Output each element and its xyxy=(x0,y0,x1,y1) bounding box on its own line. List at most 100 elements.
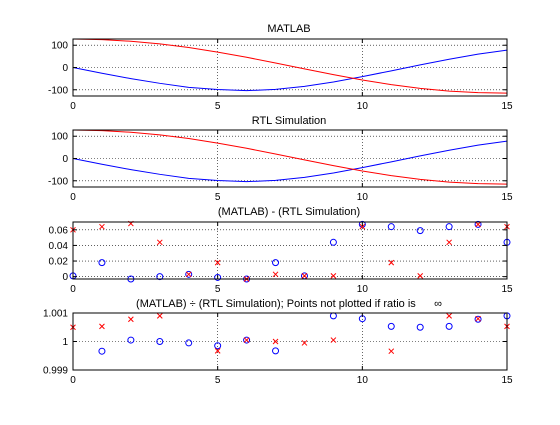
cross-stroke xyxy=(243,337,250,343)
x-tick-label: 0 xyxy=(70,192,76,203)
cross-stroke xyxy=(156,239,163,246)
data-point-cross xyxy=(214,259,221,266)
y-tick-label: 0.06 xyxy=(49,225,69,236)
data-point-cross xyxy=(417,273,424,279)
data-point-circle xyxy=(272,347,280,355)
data-point-circle xyxy=(474,220,482,228)
data-point-circle xyxy=(387,322,395,330)
data-point-cross xyxy=(446,312,452,319)
x-tick-label: 0 xyxy=(70,284,76,295)
chart-title: MATLAB xyxy=(267,23,310,35)
chart-title: RTL Simulation xyxy=(252,115,327,127)
cross-stroke xyxy=(128,316,134,323)
data-point-cross xyxy=(272,271,279,278)
y-tick-label: 0.02 xyxy=(49,257,69,268)
data-point-cross xyxy=(301,273,308,279)
data-point-cross xyxy=(388,259,395,266)
data-point-cross xyxy=(475,315,481,322)
y-tick-label: 0 xyxy=(62,63,68,74)
cross-stroke xyxy=(475,221,481,228)
data-point-circle xyxy=(214,273,222,281)
subplot-4: (MATLAB) ÷ (RTL Simulation); Points not … xyxy=(43,298,513,386)
cross-stroke xyxy=(330,337,337,343)
data-point-cross xyxy=(475,221,481,228)
series-line-1 xyxy=(72,49,508,92)
cross-stroke xyxy=(214,259,221,266)
data-point-circle xyxy=(272,259,280,267)
x-tick-label: 0 xyxy=(70,101,76,112)
data-point-cross xyxy=(99,223,105,230)
cross-stroke xyxy=(475,315,481,322)
data-point-circle xyxy=(98,259,106,267)
data-point-cross xyxy=(214,348,221,354)
data-point-cross xyxy=(185,271,192,278)
series-line-2 xyxy=(72,38,508,94)
data-point-cross xyxy=(388,348,395,355)
x-tick-label: 5 xyxy=(215,375,221,386)
data-point-circle xyxy=(387,223,395,231)
data-point-circle xyxy=(243,336,251,344)
x-tick-label: 10 xyxy=(357,375,369,386)
data-point-circle xyxy=(127,336,135,344)
data-point-circle xyxy=(214,342,222,350)
y-tick-label: 0 xyxy=(62,272,68,283)
data-point-cross xyxy=(156,239,163,246)
data-point-circle xyxy=(445,322,453,330)
cross-stroke xyxy=(446,312,452,319)
cross-stroke xyxy=(99,223,105,230)
chart-title: (MATLAB) ÷ (RTL Simulation); Points not … xyxy=(136,298,442,310)
x-tick-label: 5 xyxy=(215,192,221,203)
y-tick-label: -100 xyxy=(48,85,68,96)
cross-stroke xyxy=(301,340,308,346)
x-tick-label: 0 xyxy=(70,375,76,386)
x-tick-label: 5 xyxy=(215,101,221,112)
data-point-circle xyxy=(156,273,164,281)
cross-stroke xyxy=(388,348,395,355)
cross-stroke xyxy=(301,273,308,279)
data-point-circle xyxy=(98,347,106,355)
cross-stroke xyxy=(446,239,452,246)
cross-stroke xyxy=(185,271,192,278)
x-tick-label: 10 xyxy=(357,192,369,203)
data-point-cross xyxy=(359,223,366,230)
cross-stroke xyxy=(272,338,279,345)
series-line-2 xyxy=(72,129,508,185)
data-point-cross xyxy=(301,340,308,346)
cross-stroke xyxy=(359,223,366,230)
x-tick-label: 15 xyxy=(501,284,513,295)
data-point-cross xyxy=(272,338,279,345)
data-point-cross xyxy=(330,337,337,343)
cross-stroke xyxy=(417,273,424,279)
x-tick-label: 5 xyxy=(215,284,221,295)
x-tick-label: 15 xyxy=(501,375,513,386)
cross-stroke xyxy=(156,312,163,319)
subplot-3: (MATLAB) - (RTL Simulation) 0 5 10 15 0 0.02 0… xyxy=(49,206,513,295)
data-point-cross xyxy=(446,239,452,246)
plot-area xyxy=(73,222,507,279)
cross-stroke xyxy=(388,259,395,266)
data-point-cross xyxy=(128,316,134,323)
chart-title: (MATLAB) - (RTL Simulation) xyxy=(218,206,360,218)
y-tick-label: 100 xyxy=(51,41,68,52)
x-tick-label: 15 xyxy=(501,101,513,112)
data-point-cross xyxy=(330,273,337,279)
axes-box xyxy=(72,221,508,280)
data-point-circle xyxy=(185,339,193,347)
series-line-1 xyxy=(72,140,508,183)
y-tick-label: 1 xyxy=(62,337,68,348)
data-point-circle xyxy=(416,323,424,331)
x-tick-label: 10 xyxy=(357,101,369,112)
y-tick-label: 0.04 xyxy=(49,241,69,252)
y-tick-label: 0 xyxy=(62,154,68,165)
x-tick-label: 10 xyxy=(357,284,369,295)
data-point-circle xyxy=(416,227,424,235)
y-tick-label: -100 xyxy=(48,176,68,187)
data-point-cross xyxy=(243,337,250,343)
data-point-cross xyxy=(99,323,105,330)
x-tick-label: 15 xyxy=(501,192,513,203)
y-tick-label: 100 xyxy=(51,132,68,143)
